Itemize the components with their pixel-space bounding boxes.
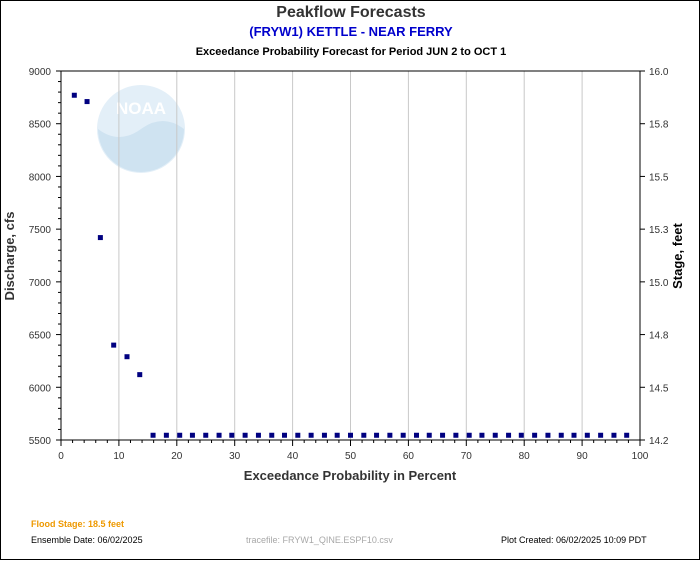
station-subtitle: (FRYW1) KETTLE - NEAR FERRY — [249, 24, 453, 39]
data-point — [334, 432, 340, 438]
data-point — [137, 372, 143, 378]
tracefile-note: tracefile: FRYW1_QINE.ESPF10.csv — [246, 535, 393, 545]
y-tick-label: 8000 — [29, 172, 52, 183]
y2-tick-label: 14.2 — [649, 436, 669, 447]
y-tick-label: 5500 — [29, 436, 52, 447]
y2-axis-label: Stage, feet — [670, 222, 685, 288]
data-point — [163, 432, 169, 438]
data-point — [479, 432, 485, 438]
data-point — [177, 432, 183, 438]
y2-tick-label: 15.0 — [649, 278, 669, 289]
y2-tick-label: 15.5 — [649, 172, 669, 183]
data-point — [611, 432, 617, 438]
data-point — [348, 432, 353, 438]
data-point — [189, 432, 195, 438]
x-tick-label: 40 — [287, 451, 299, 462]
x-axis-label: Exceedance Probability in Percent — [244, 468, 457, 483]
data-point — [558, 432, 564, 438]
plot-created: Plot Created: 06/02/2025 10:09 PDT — [501, 535, 647, 545]
data-point — [584, 432, 590, 438]
data-point — [84, 99, 90, 105]
x-tick-label: 30 — [229, 451, 241, 462]
data-point — [203, 432, 209, 438]
y2-tick-label: 14.8 — [649, 331, 669, 342]
x-tick-label: 70 — [461, 451, 473, 462]
forecast-period: Exceedance Probability Forecast for Peri… — [195, 46, 507, 58]
data-point — [281, 432, 287, 438]
data-point — [518, 432, 524, 438]
data-point — [269, 432, 275, 438]
flood-stage-note: Flood Stage: 18.5 feet — [31, 519, 125, 529]
data-point — [216, 432, 222, 438]
data-point — [111, 342, 117, 348]
data-point — [295, 432, 301, 438]
data-point — [124, 354, 130, 360]
data-point — [426, 432, 432, 438]
data-point — [453, 432, 459, 438]
data-point — [361, 432, 367, 438]
data-point — [545, 432, 551, 438]
y-tick-label: 7000 — [29, 278, 52, 289]
y2-tick-label: 16.0 — [649, 67, 669, 78]
data-point — [532, 432, 538, 438]
axis-ticks: 0 10 20 30 40 50 60 70 80 90 100 5500 6000 6500 7000 75… — [29, 67, 669, 462]
x-tick-label: 50 — [345, 451, 357, 462]
data-point — [440, 432, 446, 438]
y-tick-label: 8500 — [29, 120, 52, 131]
ensemble-date: Ensemble Date: 06/02/2025 — [31, 535, 143, 545]
x-tick-label: 20 — [171, 451, 183, 462]
x-tick-label: 80 — [519, 451, 531, 462]
data-point — [71, 92, 77, 98]
x-tick-label: 0 — [58, 451, 64, 462]
data-point — [308, 432, 314, 438]
chart-title: Peakflow Forecasts — [276, 4, 426, 21]
y2-tick-label: 14.5 — [649, 383, 669, 394]
data-point — [97, 235, 103, 241]
data-point — [374, 432, 380, 438]
data-point — [242, 432, 248, 438]
y-tick-label: 6000 — [29, 383, 52, 394]
x-tick-label: 60 — [403, 451, 415, 462]
data-point — [150, 432, 156, 438]
data-points — [71, 92, 630, 438]
y-tick-label: 6500 — [29, 331, 52, 342]
data-point — [387, 432, 393, 438]
data-point — [492, 432, 498, 438]
x-tick-label: 100 — [632, 451, 649, 462]
x-tick-label: 10 — [113, 451, 125, 462]
data-point — [400, 432, 406, 438]
data-point — [229, 432, 235, 438]
x-gridlines — [118, 71, 583, 440]
data-point — [255, 432, 261, 438]
y-tick-label: 9000 — [29, 67, 52, 78]
y-axis-label: Discharge, cfs — [2, 212, 17, 301]
data-point — [506, 432, 512, 438]
data-point — [624, 432, 630, 438]
y-tick-label: 7500 — [29, 225, 52, 236]
x-tick-label: 90 — [577, 451, 589, 462]
data-point — [466, 432, 472, 438]
data-point — [321, 432, 327, 438]
y2-tick-label: 15.8 — [649, 120, 669, 131]
data-point — [414, 432, 420, 438]
data-point — [598, 432, 604, 438]
y2-tick-label: 15.3 — [649, 225, 669, 236]
noaa-logo-icon: NOAA — [97, 85, 185, 173]
data-point — [571, 432, 577, 438]
noaa-logo-text: NOAA — [116, 99, 166, 118]
